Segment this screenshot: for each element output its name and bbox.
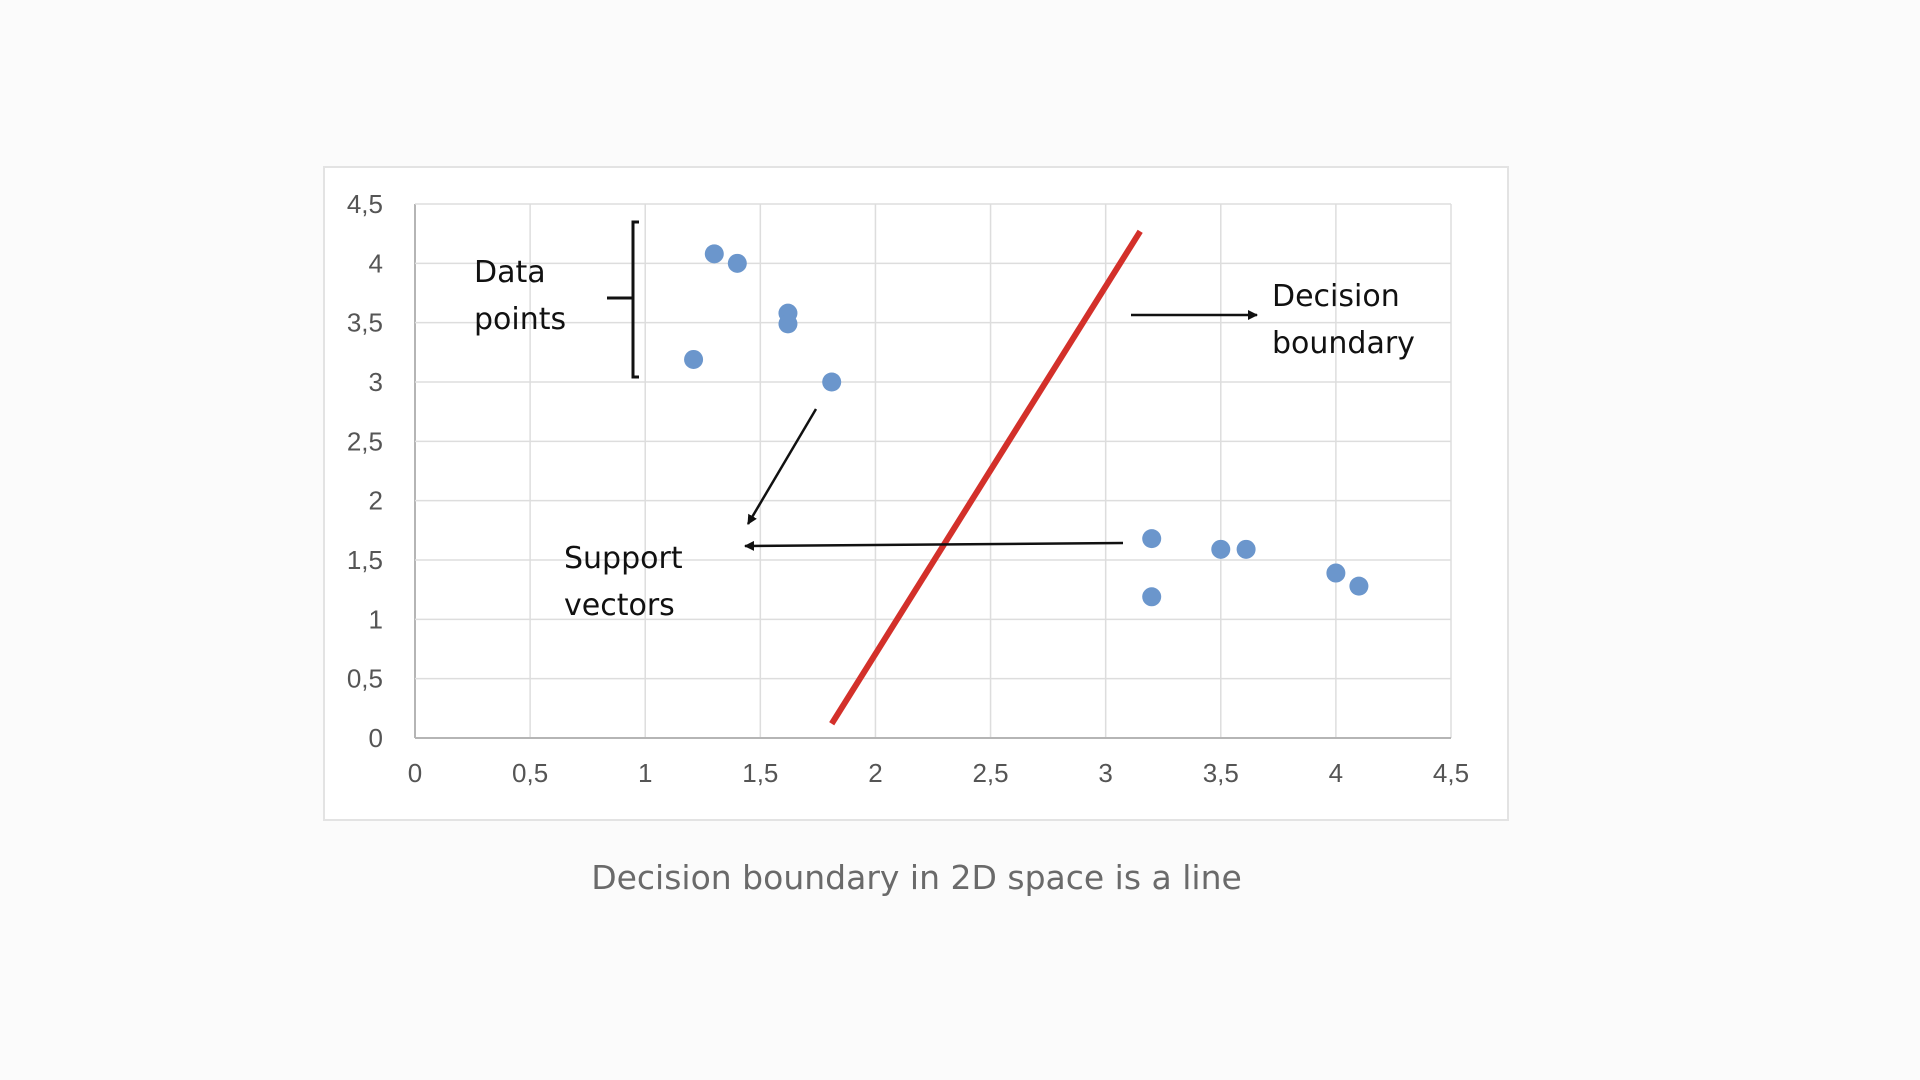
- x-tick-label: 3,5: [1203, 758, 1239, 788]
- data-point: [1326, 563, 1346, 583]
- data-points-bracket: [607, 220, 639, 379]
- x-tick-label: 0: [408, 758, 422, 788]
- x-tick-label: 4: [1329, 758, 1343, 788]
- x-tick-label: 2: [868, 758, 882, 788]
- x-tick-label: 1,5: [742, 758, 778, 788]
- decision-boundary-line: [829, 229, 1143, 726]
- x-tick-label: 2,5: [972, 758, 1008, 788]
- y-tick-label: 3,5: [347, 308, 383, 338]
- data-points-label-line1: Data: [474, 255, 546, 290]
- data-point: [1236, 539, 1256, 559]
- data-point: [778, 314, 798, 334]
- y-tick-label: 0: [369, 723, 383, 753]
- y-tick-label: 1,5: [347, 545, 383, 575]
- data-point: [727, 253, 747, 273]
- decision-boundary-label-line2: boundary: [1272, 326, 1415, 361]
- figure-caption: Decision boundary in 2D space is a line: [591, 858, 1242, 897]
- y-tick-label: 1: [369, 604, 383, 634]
- scatter-chart: 0 0,5 1 1,5 2 2,5 3 3,5 4 4,5 0 0,5 1 1,5 2 2,5 3 3,5 4 4,5…: [347, 189, 1469, 788]
- y-tick-label: 2,5: [347, 426, 383, 456]
- decision-boundary-label-line1: Decision: [1272, 279, 1400, 314]
- y-tick-label: 4,5: [347, 189, 383, 219]
- x-tick-label: 0,5: [512, 758, 548, 788]
- x-tick-label: 3: [1098, 758, 1112, 788]
- data-point: [1349, 576, 1369, 596]
- data-point: [1211, 539, 1231, 559]
- x-tick-label: 1: [638, 758, 652, 788]
- support-vector-arrow-upper: [746, 408, 818, 525]
- support-vectors-label-line2: vectors: [564, 588, 675, 623]
- data-point: [822, 372, 842, 392]
- data-point: [704, 244, 724, 264]
- y-tick-label: 0,5: [347, 664, 383, 694]
- x-tick-label: 4,5: [1433, 758, 1469, 788]
- data-point: [1142, 529, 1162, 549]
- chart-frame: 0 0,5 1 1,5 2 2,5 3 3,5 4 4,5 0 0,5 1 1,5 2 2,5 3 3,5 4 4,5…: [323, 166, 1509, 821]
- support-vector-arrow-lower: [744, 540, 1124, 551]
- support-vectors-label-line1: Support: [564, 541, 683, 576]
- y-tick-label: 3: [369, 367, 383, 397]
- y-tick-label: 4: [369, 248, 383, 278]
- data-points-label-line2: points: [474, 302, 566, 337]
- data-point: [1142, 587, 1162, 607]
- data-point: [684, 349, 704, 369]
- y-tick-label: 2: [369, 486, 383, 516]
